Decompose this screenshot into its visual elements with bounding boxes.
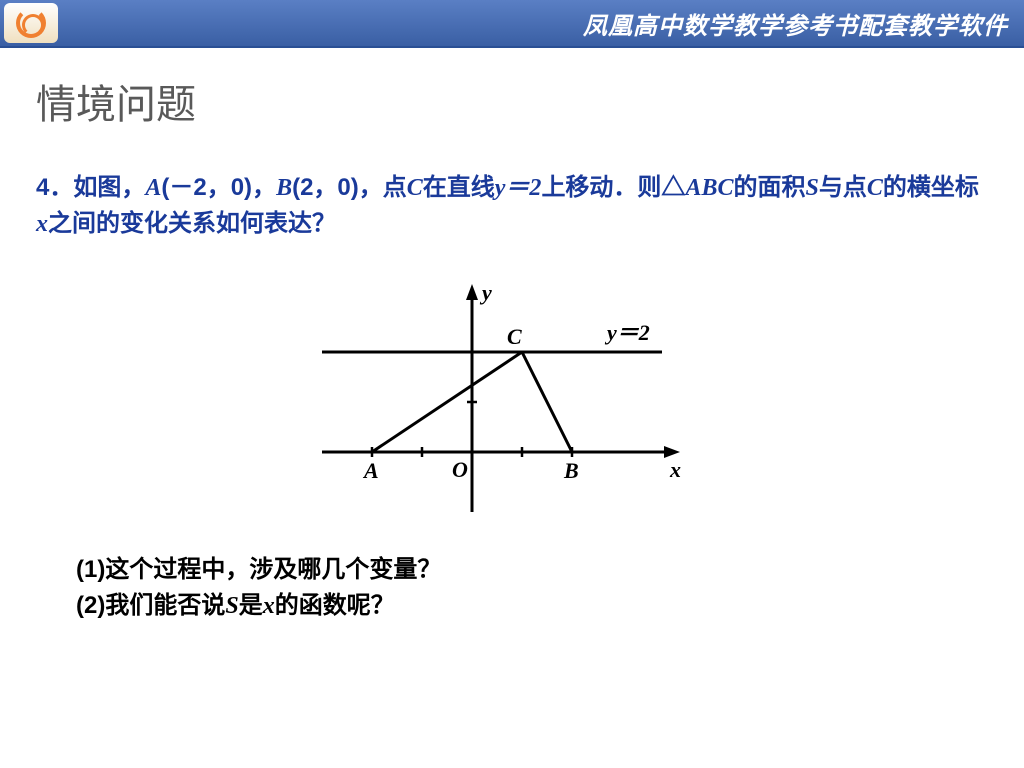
diagram-svg: y x O A B C y＝2 <box>312 272 712 532</box>
label-x: x <box>669 457 681 482</box>
header-title: 凤凰高中数学教学参考书配套教学软件 <box>583 6 1008 41</box>
question-1: (1)这个过程中，涉及哪几个变量？ <box>76 552 988 588</box>
sub-questions: (1)这个过程中，涉及哪几个变量？ (2)我们能否说S是x的函数呢？ <box>76 552 988 624</box>
slide-content: 情境问题 4．如图，A(－2，0)，B(2，0)，点C在直线y＝2上移动．则△A… <box>0 48 1024 648</box>
coordinate-diagram: y x O A B C y＝2 <box>312 272 712 532</box>
label-O: O <box>452 457 468 482</box>
label-C: C <box>507 324 522 349</box>
label-y: y <box>479 280 492 305</box>
label-B: B <box>563 458 579 483</box>
label-A: A <box>362 458 379 483</box>
question-2: (2)我们能否说S是x的函数呢？ <box>76 588 988 624</box>
header-bar: 凤凰高中数学教学参考书配套教学软件 <box>0 0 1024 48</box>
problem-statement: 4．如图，A(－2，0)，B(2，0)，点C在直线y＝2上移动．则△ABC的面积… <box>36 170 988 242</box>
label-line: y＝2 <box>604 320 650 345</box>
slide-title: 情境问题 <box>36 72 988 130</box>
logo-icon <box>4 3 58 43</box>
